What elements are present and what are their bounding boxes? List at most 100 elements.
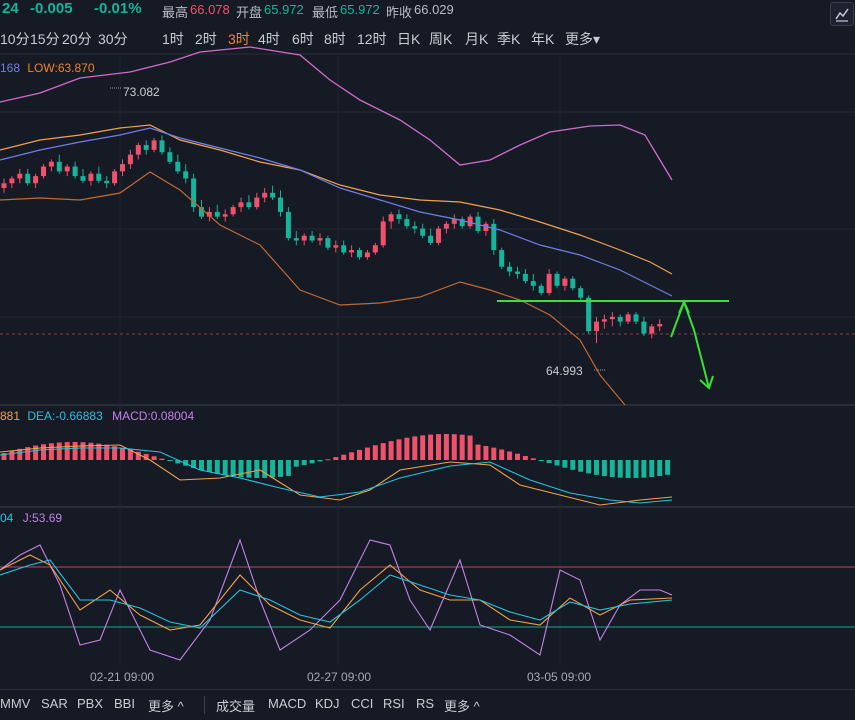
interval-tab[interactable]: 周K — [429, 31, 453, 47]
candle-body — [17, 173, 23, 179]
candle-body — [657, 323, 663, 327]
indicator-sub-1[interactable]: MACD — [268, 696, 307, 711]
quote-bar: 24 -0.005 -0.01% 最高 66.078 开盘 65.972 最低 … — [0, 0, 855, 24]
interval-tab[interactable]: 12时 — [357, 31, 387, 47]
macd-bar — [143, 453, 149, 460]
macd-dea-line — [0, 447, 673, 504]
indicator-main-1[interactable]: SAR — [41, 696, 68, 711]
macd-bar — [17, 448, 23, 460]
indicator-sub-0[interactable]: 成交量 — [216, 699, 256, 714]
macd-bar — [570, 460, 576, 470]
candle-body — [143, 145, 149, 150]
chart-settings-button[interactable] — [830, 2, 854, 26]
interval-tab[interactable]: 6时 — [292, 31, 314, 47]
macd-bar — [104, 444, 110, 460]
macd-bar — [293, 460, 299, 467]
indicator-main-0[interactable]: MMV — [0, 696, 31, 711]
macd-bar — [436, 434, 441, 460]
macd-bar — [333, 457, 339, 460]
indicator-main-2[interactable]: PBX — [77, 696, 104, 711]
interval-tab[interactable]: 2时 — [195, 31, 217, 47]
macd-bar — [617, 460, 623, 478]
macd-bar — [214, 460, 220, 474]
candle-body — [475, 216, 481, 231]
candle-body — [270, 192, 276, 198]
candle-body — [617, 316, 623, 322]
interval-tabs: 10分 15分 20分 30分 1时 2时 3时 4时 6时 8时 12时 日K 周K 月K 季K 年K 更多▾ — [0, 24, 855, 52]
candle-body — [443, 223, 449, 229]
candle-body — [301, 235, 307, 241]
macd-bar — [491, 447, 497, 460]
macd-bar — [625, 460, 631, 478]
candle-body — [522, 273, 528, 282]
main-legend: 168 LOW:63.870 — [0, 61, 95, 75]
candle-body — [222, 214, 228, 217]
candle-body — [72, 166, 78, 177]
indicator-sub-5[interactable]: RS — [416, 696, 435, 711]
interval-tab[interactable]: 4时 — [258, 31, 280, 47]
candle-body — [436, 228, 441, 243]
interval-tab[interactable]: 8时 — [324, 31, 346, 47]
candle-body — [9, 178, 15, 184]
macd-bar — [341, 454, 347, 460]
candle-body — [183, 171, 189, 179]
candle-body — [364, 252, 370, 258]
candle-body — [206, 211, 212, 217]
indicator-main-4[interactable]: 更多 ^ — [148, 699, 184, 714]
macd-bar — [56, 442, 62, 460]
candle-body — [96, 173, 102, 181]
candle-body — [159, 140, 165, 153]
candle-body — [112, 171, 118, 184]
kdj-d-line — [0, 559, 673, 629]
interval-tab[interactable]: 30分 — [98, 31, 128, 47]
indicator-sub-2[interactable]: KDJ — [315, 696, 340, 711]
chart-canvas[interactable] — [0, 0, 855, 690]
macd-bar — [127, 449, 133, 460]
interval-tab[interactable]: 年K — [531, 31, 555, 47]
macd-bar — [483, 445, 489, 460]
interval-tab[interactable]: 更多▾ — [565, 31, 601, 47]
interval-tab[interactable]: 20分 — [62, 31, 92, 47]
macd-legend-dea: DEA:-0.66883 — [27, 409, 103, 423]
interval-tab[interactable]: 月K — [465, 31, 489, 47]
indicator-sub-4[interactable]: RSI — [383, 696, 405, 711]
macd-bar — [428, 434, 434, 460]
candle-body — [341, 245, 347, 253]
interval-tab[interactable]: 季K — [497, 31, 521, 47]
candle-body — [515, 271, 520, 274]
boll-lower-line — [0, 171, 626, 406]
main-legend-low: LOW:63.870 — [27, 61, 95, 75]
indicator-sub-3[interactable]: CCI — [351, 696, 374, 711]
macd-bar — [641, 460, 647, 478]
kdj-legend: 04 J:53.69 — [0, 511, 62, 525]
macd-legend-prefix: 881 — [0, 409, 21, 423]
candle-body — [1, 183, 7, 189]
prev-close-label: 昨收 — [386, 5, 413, 20]
macd-bar — [183, 460, 189, 466]
candle-body — [120, 164, 125, 172]
macd-bar — [467, 435, 473, 460]
interval-tab[interactable]: 10分 — [0, 31, 30, 47]
candle-body — [546, 273, 552, 293]
candle-body — [459, 219, 465, 227]
candle-body — [254, 197, 260, 208]
interval-tab[interactable]: 3时 — [228, 31, 250, 47]
kdj-legend-j: J:53.69 — [22, 511, 63, 525]
interval-tab[interactable]: 15分 — [30, 31, 60, 47]
macd-bar — [396, 439, 402, 460]
macd-bar — [372, 445, 378, 460]
indicator-main-3[interactable]: BBI — [114, 696, 135, 711]
forecast-path — [670, 299, 710, 389]
indicator-sub-6[interactable]: 更多 ^ — [444, 699, 480, 714]
candle-body — [80, 176, 86, 181]
macd-bar — [554, 460, 560, 466]
candle-body — [586, 297, 592, 332]
interval-tab[interactable]: 日K — [397, 31, 421, 47]
interval-tab[interactable]: 1时 — [162, 31, 184, 47]
candle-body — [467, 216, 473, 227]
candle-body — [88, 173, 94, 181]
macd-bar — [499, 449, 505, 460]
candle-body — [594, 321, 599, 332]
macd-bar — [601, 460, 607, 477]
candle-body — [609, 316, 615, 320]
